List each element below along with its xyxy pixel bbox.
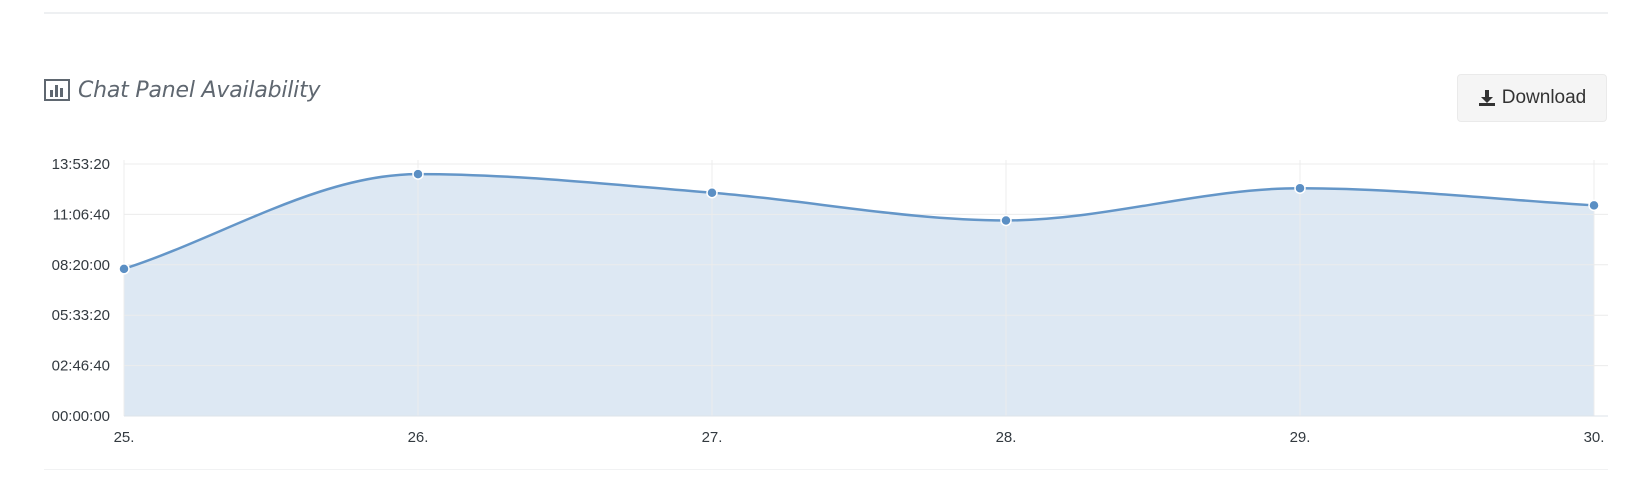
y-tick-label: 05:33:20 [52, 307, 110, 324]
x-tick-label: 28. [996, 429, 1017, 446]
y-tick-label: 11:06:40 [53, 206, 110, 223]
data-point [118, 263, 130, 275]
data-point [1000, 214, 1012, 227]
data-point [1294, 182, 1306, 194]
y-tick-label: 02:46:40 [52, 358, 110, 375]
y-tick-label: 13:53:20 [52, 156, 110, 173]
y-tick-label: 00:00:00 [52, 408, 110, 425]
data-point [412, 168, 424, 180]
data-point [706, 186, 718, 199]
x-tick-label: 27. [702, 429, 723, 446]
download-label: Download [1501, 87, 1587, 108]
panel-header: Chat Panel Availability [44, 70, 321, 110]
x-tick-label: 29. [1290, 429, 1311, 446]
x-tick-label: 26. [408, 429, 429, 446]
panel-title: Chat Panel Availability [78, 77, 321, 103]
chart-panel [44, 12, 1608, 470]
x-tick-label: 25. [114, 429, 135, 446]
download-button[interactable]: Download [1457, 74, 1607, 122]
y-tick-label: 08:20:00 [52, 257, 110, 274]
series-area [124, 174, 1594, 416]
series-line [123, 172, 1595, 271]
data-point [1588, 199, 1600, 212]
download-icon [1478, 90, 1495, 106]
bar-chart-icon [44, 79, 70, 101]
x-tick-label: 30. [1584, 429, 1605, 446]
